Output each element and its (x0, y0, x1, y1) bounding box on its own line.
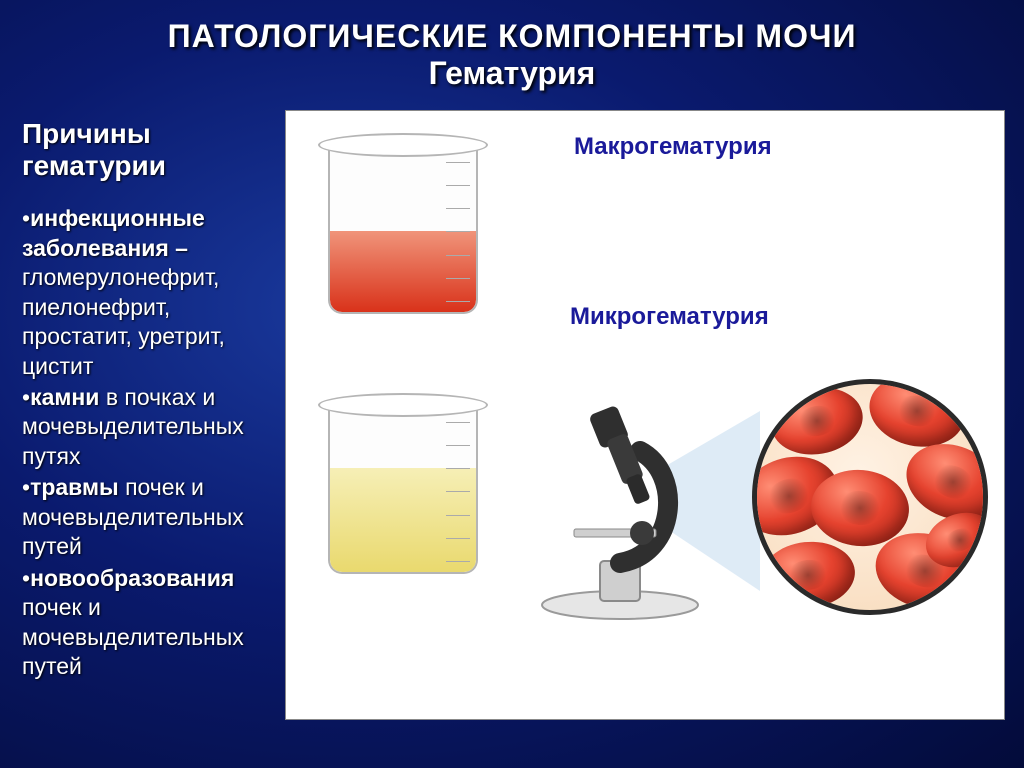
cause-bold: камни (30, 384, 106, 410)
cause-bold: травмы (30, 474, 125, 500)
microscope-icon (530, 403, 710, 623)
slide-title: ПАТОЛОГИЧЕСКИЕ КОМПОНЕНТЫ МОЧИ Гематурия (0, 0, 1024, 92)
title-line-2: Гематурия (0, 55, 1024, 92)
figure-panel: Макрогематурия Микрогематурия (285, 110, 1005, 720)
cause-item: •травмы почек и мочевыделительных путей (22, 473, 280, 561)
cause-item: •инфекционные заболевания – гломерулонеф… (22, 204, 280, 381)
causes-heading: Причины гематурии (22, 118, 280, 182)
bullet: • (22, 565, 30, 591)
cause-bold: инфекционные заболевания – (22, 205, 205, 260)
bullet: • (22, 205, 30, 231)
causes-list: •инфекционные заболевания – гломерулонеф… (22, 204, 280, 681)
cause-rest: почек и мочевыделительных путей (22, 594, 244, 679)
bullet: • (22, 384, 30, 410)
cause-item: •камни в почках и мочевыделительных путя… (22, 383, 280, 471)
title-line-1: ПАТОЛОГИЧЕСКИЕ КОМПОНЕНТЫ МОЧИ (0, 18, 1024, 55)
bullet: • (22, 474, 30, 500)
rbc-field-view (752, 379, 988, 615)
causes-column: Причины гематурии •инфекционные заболева… (22, 118, 280, 683)
cause-bold: новообразования (30, 565, 234, 591)
cause-rest: гломерулонефрит, пиелонефрит, простатит,… (22, 264, 225, 378)
cause-item: •новообразования почек и мочевыделительн… (22, 564, 280, 682)
